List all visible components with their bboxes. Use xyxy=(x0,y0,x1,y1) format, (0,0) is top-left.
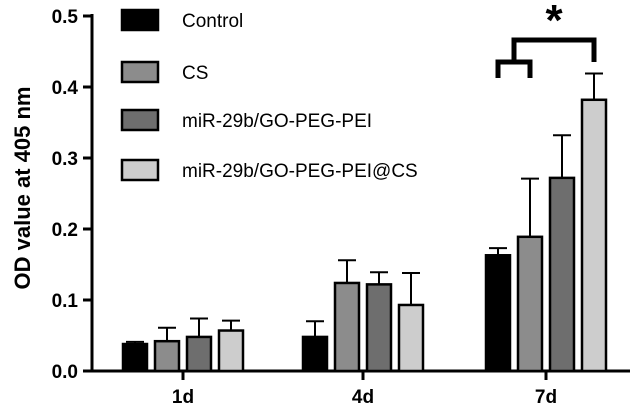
y-tick-label: 0.3 xyxy=(52,149,78,170)
significance-bracket-left xyxy=(495,59,533,78)
bar xyxy=(484,254,512,373)
bars xyxy=(121,98,608,373)
significance-star: * xyxy=(545,0,563,45)
legend-swatch xyxy=(120,60,160,84)
legend-label: Control xyxy=(182,11,243,32)
bar xyxy=(580,98,608,373)
significance-bracket-main xyxy=(511,37,597,62)
y-axis: 0.0 0.1 0.2 0.3 0.4 0.5 xyxy=(52,7,94,383)
y-tick-label: 0.1 xyxy=(52,291,79,312)
bar xyxy=(516,235,544,373)
y-tick-label: 0.0 xyxy=(52,362,78,383)
x-tick-label: 1d xyxy=(172,387,194,408)
legend-label: miR-29b/GO-PEG-PEI@CS xyxy=(182,161,418,182)
x-tick-label: 4d xyxy=(352,387,374,408)
bar xyxy=(397,303,425,373)
bar xyxy=(301,335,329,373)
y-axis-title: OD value at 405 nm xyxy=(10,87,35,290)
y-tick-label: 0.4 xyxy=(52,78,79,99)
bar xyxy=(185,335,213,373)
bar xyxy=(121,342,149,373)
legend-swatch xyxy=(120,158,160,182)
x-tick-label: 7d xyxy=(535,387,557,408)
error-bars xyxy=(126,72,603,345)
y-tick-label: 0.5 xyxy=(52,7,79,28)
legend-swatch xyxy=(120,108,160,132)
legend-label: CS xyxy=(182,63,208,84)
y-tick-label: 0.2 xyxy=(52,220,78,241)
significance-bracket: * xyxy=(495,0,597,78)
legend: Control CS miR-29b/GO-PEG-PEI miR-29b/GO-PE… xyxy=(120,8,418,182)
bar xyxy=(217,329,245,373)
bar xyxy=(333,281,361,373)
bar xyxy=(153,339,181,373)
bar xyxy=(365,283,393,373)
legend-swatch xyxy=(120,8,160,32)
x-axis: 1d 4d 7d xyxy=(90,369,630,408)
legend-label: miR-29b/GO-PEG-PEI xyxy=(182,111,372,132)
bar xyxy=(548,176,576,373)
